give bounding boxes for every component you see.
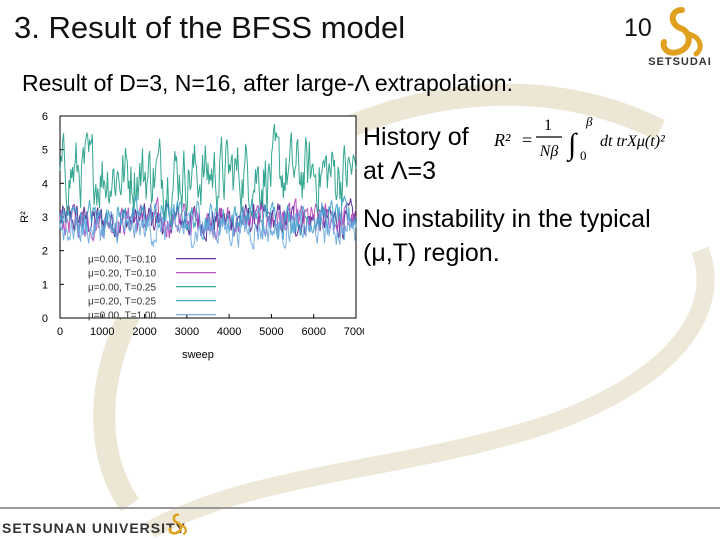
x-tick-label: 5000 bbox=[259, 326, 283, 338]
formula-upper-limit: β bbox=[585, 114, 593, 129]
formula-numerator: 1 bbox=[544, 117, 552, 134]
x-tick-label: 2000 bbox=[132, 326, 156, 338]
r2-formula: R² = 1 Nβ ∫ β 0 dt trXμ(t)² bbox=[494, 114, 666, 163]
legend-label-3: μ=0.20, T=0.25 bbox=[88, 297, 156, 308]
series-line-1 bbox=[59, 197, 357, 243]
series-line-2 bbox=[59, 124, 357, 226]
y-tick-label: 0 bbox=[42, 313, 48, 325]
x-axis-label: sweep bbox=[182, 349, 214, 361]
y-tick-label: 4 bbox=[42, 178, 48, 190]
formula-integrand: dt trXμ(t)² bbox=[600, 133, 666, 150]
y-tick-label: 6 bbox=[42, 111, 48, 123]
formula-equals: = bbox=[522, 130, 532, 150]
y-tick-label: 2 bbox=[42, 246, 48, 258]
y-tick-label: 5 bbox=[42, 145, 48, 157]
logo-text: SETSUDAI bbox=[648, 56, 712, 68]
legend-label-2: μ=0.00, T=0.25 bbox=[88, 283, 156, 294]
series-line-3 bbox=[59, 195, 357, 240]
x-tick-label: 6000 bbox=[301, 326, 325, 338]
x-tick-label: 4000 bbox=[217, 326, 241, 338]
conclusion-note: No instability in the typical (μ,T) regi… bbox=[363, 202, 651, 270]
legend-label-4: μ=0.00, T=1.00 bbox=[88, 311, 156, 322]
footer-university: SETSUNAN UNIVERSITY bbox=[2, 520, 186, 536]
y-tick-label: 1 bbox=[42, 279, 48, 291]
x-tick-label: 7000 bbox=[344, 326, 364, 338]
legend-label-0: μ=0.00, T=0.10 bbox=[88, 255, 156, 266]
x-tick-label: 0 bbox=[57, 326, 63, 338]
history-line-1: History of bbox=[363, 123, 469, 151]
x-tick-label: 1000 bbox=[90, 326, 114, 338]
history-label: History of at Λ=3 bbox=[363, 120, 469, 188]
formula-lhs: R² bbox=[494, 130, 511, 150]
history-line-2: at Λ=3 bbox=[363, 157, 436, 185]
r2-history-chart: 0 1 2 3 4 5 6 0 1000 2000 3000 4000 5000 6000 7000 swee… bbox=[19, 111, 364, 361]
formula-integral-sign: ∫ bbox=[566, 128, 578, 163]
x-tick-label: 3000 bbox=[175, 326, 199, 338]
note-line-1: No instability in the typical bbox=[363, 205, 651, 233]
legend-label-1: μ=0.20, T=0.10 bbox=[88, 269, 156, 280]
footer-logo-icon bbox=[168, 513, 187, 535]
formula-lower-limit: 0 bbox=[580, 148, 587, 163]
page-title: 3. Result of the BFSS model bbox=[14, 10, 406, 45]
note-line-2: (μ,T) region. bbox=[363, 239, 500, 267]
subtitle: Result of D=3, N=16, after large-Λ extra… bbox=[22, 70, 513, 96]
page-number: 10 bbox=[624, 14, 652, 42]
footer-divider bbox=[0, 507, 720, 509]
series-line-4 bbox=[59, 206, 357, 251]
university-logo-icon bbox=[660, 7, 703, 57]
y-tick-label: 3 bbox=[42, 212, 48, 224]
formula-denominator: Nβ bbox=[539, 143, 559, 160]
y-axis-label: R² bbox=[19, 211, 31, 223]
